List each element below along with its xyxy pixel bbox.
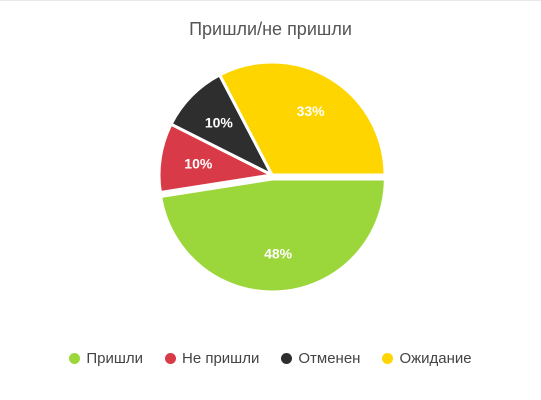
legend: Пришли Не пришли Отменен Ожидание [0, 350, 541, 367]
pie-chart: 48% 10% 10% 33% [157, 60, 387, 294]
pie-data-label-2: 10% [205, 115, 234, 131]
legend-item-2[interactable]: Отменен [281, 350, 360, 367]
legend-swatch-icon [281, 353, 293, 364]
pie-slice-0[interactable] [159, 177, 387, 294]
legend-swatch-icon [165, 353, 176, 364]
legend-item-0[interactable]: Пришли [69, 350, 143, 367]
legend-label: Пришли [86, 350, 143, 367]
legend-item-1[interactable]: Не пришли [165, 350, 259, 367]
legend-label: Ожидание [399, 350, 472, 367]
pie-slice-3[interactable] [218, 60, 387, 177]
chart-title: Пришли/не пришли [189, 19, 352, 39]
legend-item-3[interactable]: Ожидание [382, 350, 472, 367]
legend-swatch-icon [382, 353, 394, 364]
legend-label: Отменен [298, 350, 361, 367]
pie-data-label-0: 48% [264, 245, 293, 261]
legend-swatch-icon [69, 353, 81, 364]
pie-data-label-3: 33% [297, 103, 326, 119]
pie-data-label-1: 10% [184, 155, 213, 171]
legend-label: Не пришли [182, 350, 260, 367]
